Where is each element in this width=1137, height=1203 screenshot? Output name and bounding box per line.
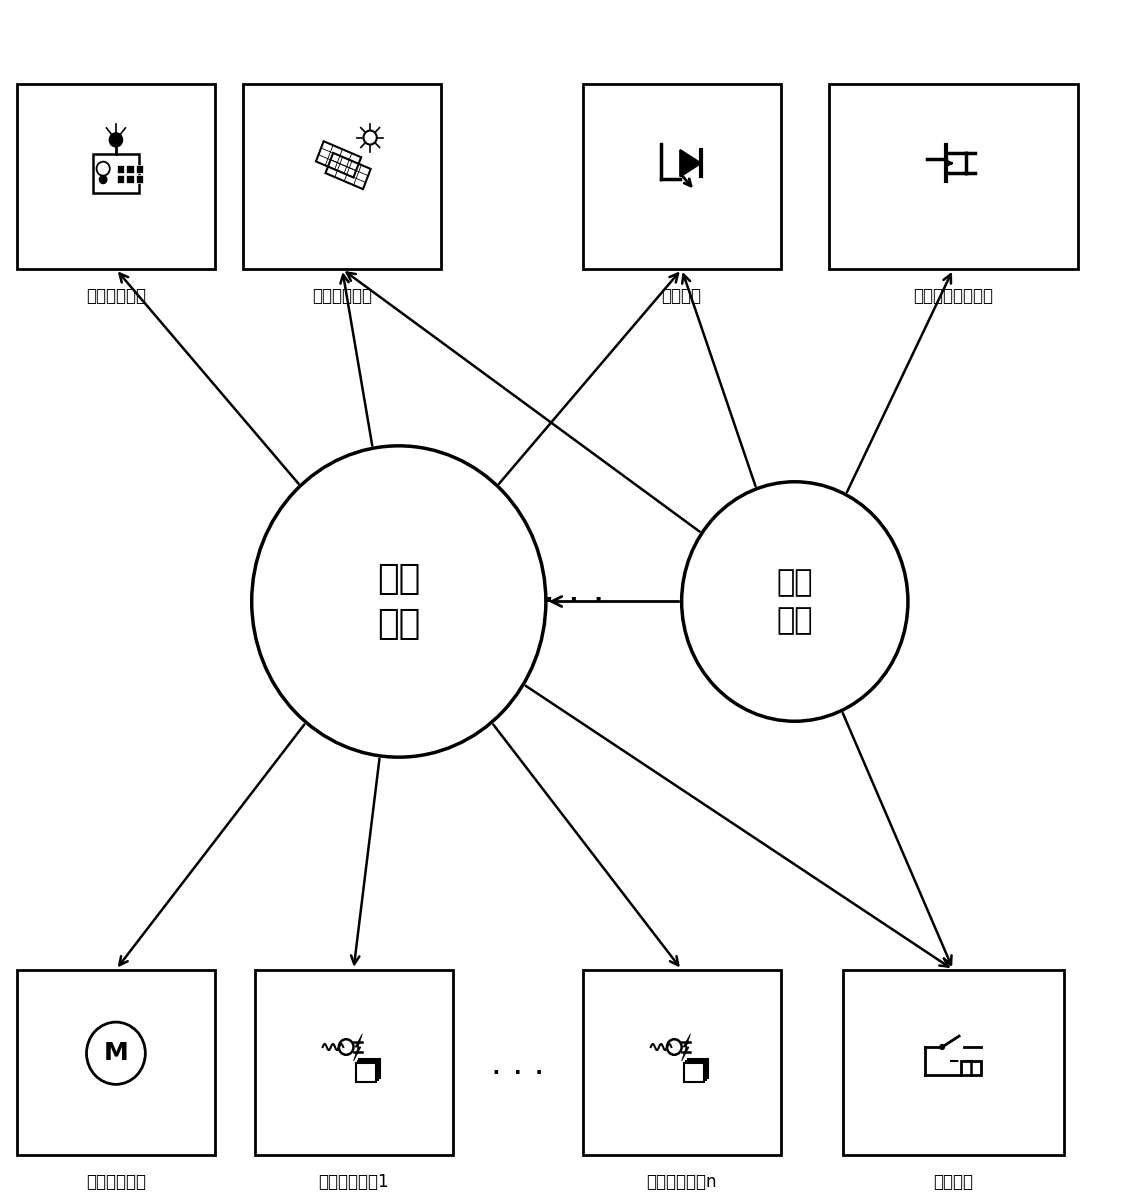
Bar	[93, 154, 139, 192]
Text: 变频负载接口: 变频负载接口	[86, 1173, 146, 1191]
Text: · · ·: · · ·	[543, 582, 605, 621]
Text: 警示应答装置: 警示应答装置	[86, 288, 146, 306]
Text: 主控
部分: 主控 部分	[377, 562, 421, 641]
Text: 检测
电路: 检测 电路	[777, 568, 813, 635]
Text: M: M	[103, 1042, 128, 1065]
Bar	[255, 970, 453, 1155]
Bar	[829, 83, 1078, 269]
Bar	[686, 1061, 706, 1080]
Circle shape	[109, 132, 123, 147]
Bar	[243, 83, 441, 269]
Text: 逆变电路: 逆变电路	[662, 288, 702, 306]
Bar	[126, 165, 134, 172]
Text: 蓄电池充放电电路: 蓄电池充放电电路	[913, 288, 994, 306]
Text: 电控开关: 电控开关	[933, 1173, 973, 1191]
Bar	[117, 174, 124, 183]
Polygon shape	[354, 1033, 363, 1061]
Bar	[688, 1059, 708, 1078]
Text: 工频负载接口1: 工频负载接口1	[318, 1173, 389, 1191]
Bar	[843, 970, 1063, 1155]
Text: · · ·: · · ·	[491, 1057, 545, 1091]
Bar	[136, 174, 143, 183]
Text: 工频负载接口n: 工频负载接口n	[647, 1173, 717, 1191]
Bar	[356, 1062, 376, 1081]
Bar	[357, 1061, 379, 1080]
Bar	[961, 1061, 981, 1075]
Polygon shape	[680, 150, 700, 177]
Text: 光伏电池接口: 光伏电池接口	[313, 288, 372, 306]
Bar	[683, 1062, 705, 1081]
Bar	[359, 1059, 380, 1078]
Bar	[582, 970, 781, 1155]
Bar	[17, 83, 215, 269]
Bar	[117, 165, 124, 172]
Bar	[136, 165, 143, 172]
Circle shape	[939, 1044, 945, 1050]
Bar	[17, 970, 215, 1155]
Circle shape	[99, 174, 108, 184]
Bar	[126, 174, 134, 183]
Bar	[582, 83, 781, 269]
Polygon shape	[682, 1033, 690, 1061]
